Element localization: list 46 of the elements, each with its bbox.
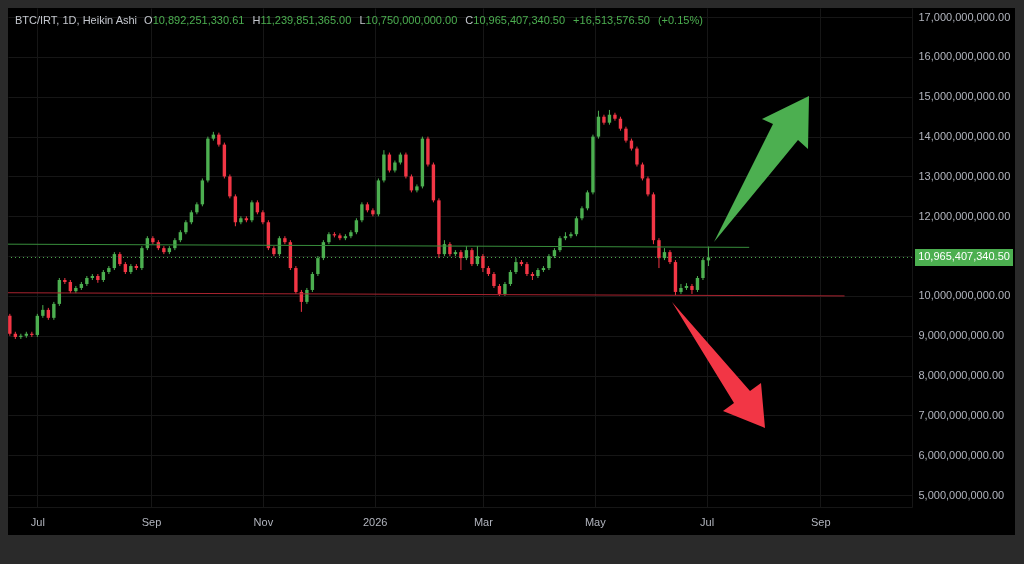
x-tick-label: Nov (253, 515, 274, 528)
candlestick (415, 183, 419, 193)
y-tick-label: 14,000,000,000.00 (918, 130, 1011, 143)
y-tick-label: 15,000,000,000.00 (918, 90, 1011, 103)
x-tick-label: Mar (473, 515, 494, 528)
y-tick-label: 9,000,000,000.00 (918, 329, 1005, 342)
y-tick-label: 17,000,000,000.00 (918, 10, 1011, 23)
candlestick (635, 146, 639, 167)
x-tick-label: Jul (700, 515, 715, 528)
y-tick-label: 8,000,000,000.00 (918, 369, 1005, 382)
ref-line-label: 10,965,407,340.50 (918, 250, 1010, 263)
text: O10,892,251,330.61 H11,239,851,365.00 L10,750,000,000.00 C10,965,407,340.50 +16,513,576.50 (+0.15%) (144, 14, 703, 26)
candlestick (404, 152, 408, 179)
candlestick (294, 265, 298, 295)
text: BTC/IRT, 1D, Heikin Ashi (15, 14, 138, 26)
y-tick-label: 13,000,000,000.00 (918, 169, 1011, 182)
candlestick (283, 235, 287, 245)
y-tick-label: 5,000,000,000.00 (918, 488, 1005, 501)
candlestick (613, 112, 617, 122)
candlestick (360, 201, 364, 223)
candlestick (371, 207, 375, 217)
candlestick (239, 215, 243, 225)
y-tick-label: 12,000,000,000.00 (918, 209, 1011, 222)
candlestick (228, 173, 232, 199)
y-tick-label: 7,000,000,000.00 (918, 408, 1005, 421)
x-tick-label: Sep (811, 515, 831, 528)
candlestick (162, 245, 166, 255)
candlestick (8, 313, 12, 337)
x-tick-label: Jul (30, 515, 45, 528)
candlestick (250, 199, 254, 223)
candlestick (338, 232, 342, 241)
candlestick (690, 283, 694, 295)
candlestick (569, 231, 573, 239)
y-tick-label: 10,000,000,000.00 (918, 289, 1011, 302)
candlestick (657, 237, 661, 269)
y-tick-label: 16,000,000,000.00 (918, 50, 1011, 63)
candlestick (349, 229, 353, 239)
candlestick (107, 265, 111, 275)
y-tick-label: 6,000,000,000.00 (918, 448, 1005, 461)
x-tick-label: May (584, 515, 607, 528)
candlestick (459, 249, 463, 271)
x-tick-label: Sep (141, 515, 162, 528)
x-tick-label: 2026 (362, 515, 388, 528)
candlestick (646, 175, 650, 197)
candlestick (679, 283, 683, 295)
candlestick (151, 235, 155, 245)
